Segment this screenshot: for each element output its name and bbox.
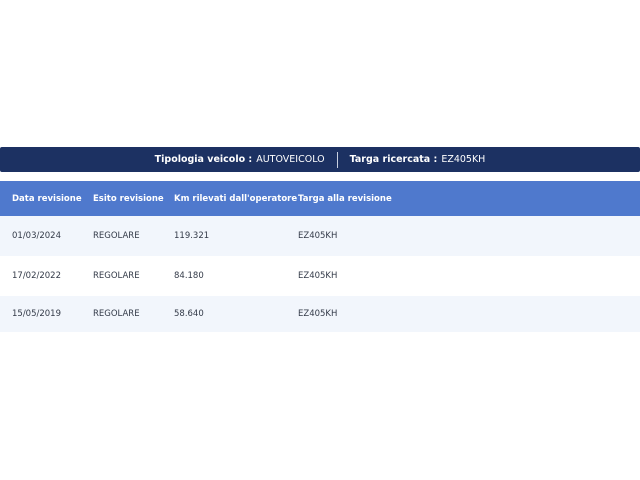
cell-outcome: REGOLARE [93,271,140,281]
table-row: 17/02/2022 REGOLARE 84.180 EZ405KH [0,256,640,296]
cell-date: 01/03/2024 [12,231,61,241]
table-row: 15/05/2019 REGOLARE 58.640 EZ405KH [0,296,640,332]
divider [336,151,338,168]
cell-plate: EZ405KH [298,309,338,319]
table-row: 01/03/2024 REGOLARE 119.321 EZ405KH [0,216,640,256]
cell-outcome: REGOLARE [93,309,140,319]
cell-plate: EZ405KH [298,231,338,241]
cell-km: 58.640 [174,309,204,319]
column-header-plate: Targa alla revisione [298,193,392,204]
vehicle-type-value: AUTOVEICOLO [256,154,325,165]
cell-km: 84.180 [174,271,204,281]
table-header: Data revisione Esito revisione Km rileva… [0,181,640,216]
revision-table: Data revisione Esito revisione Km rileva… [0,181,640,332]
column-header-km: Km rilevati dall'operatore [174,193,298,204]
cell-outcome: REGOLARE [93,231,140,241]
cell-plate: EZ405KH [298,271,338,281]
plate-value: EZ405KH [441,154,486,165]
cell-km: 119.321 [174,231,210,241]
column-header-date: Data revisione [12,193,82,204]
plate-label: Targa ricercata : [349,154,438,165]
vehicle-type-label: Tipologia veicolo : [154,154,253,165]
cell-date: 15/05/2019 [12,309,61,319]
column-header-outcome: Esito revisione [93,193,164,204]
cell-date: 17/02/2022 [12,271,61,281]
search-summary-bar: Tipologia veicolo : AUTOVEICOLO Targa ri… [0,147,640,172]
